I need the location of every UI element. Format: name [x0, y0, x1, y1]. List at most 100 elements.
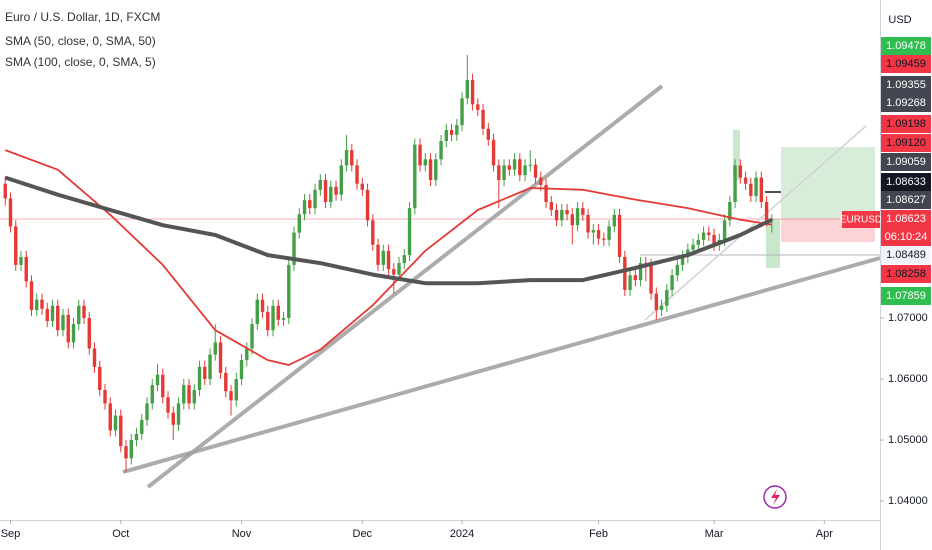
candle-body — [276, 305, 280, 320]
price-tag — [881, 76, 931, 94]
price-tag-label: 1.08489 — [886, 249, 926, 261]
candle-body — [560, 209, 564, 221]
candle-body — [281, 317, 286, 320]
price-tag — [881, 191, 931, 209]
candle-body — [581, 208, 585, 215]
candle-body — [61, 314, 65, 331]
price-tag — [881, 115, 931, 133]
candle-body — [607, 226, 611, 240]
candle-body — [423, 159, 427, 166]
candle-body — [392, 269, 396, 275]
candle-body — [77, 305, 81, 325]
candle-body — [675, 264, 680, 276]
candle-body — [743, 177, 748, 184]
price-tag-label: 1.08633 — [886, 176, 926, 188]
candle-body — [176, 403, 181, 425]
trend-line — [644, 125, 867, 321]
candle-body — [329, 186, 333, 203]
candle-body — [92, 348, 97, 367]
price-tag — [881, 55, 931, 73]
candle-body — [145, 403, 149, 420]
candle-body — [491, 139, 496, 166]
candle-body — [449, 130, 454, 135]
candle-body — [586, 214, 590, 233]
candle-body — [250, 324, 254, 349]
candle-body — [623, 256, 627, 290]
candle-body — [654, 293, 659, 311]
candle-body — [229, 391, 233, 401]
candle-body — [444, 130, 449, 141]
candle-body — [602, 238, 606, 240]
x-tick-label: Feb — [589, 528, 608, 540]
candle-body — [255, 299, 259, 325]
candle-body — [308, 200, 312, 209]
candle-body — [87, 317, 91, 349]
candle-body — [754, 177, 758, 196]
candle-body — [428, 159, 433, 181]
candle-body — [66, 314, 70, 343]
candle-body — [470, 79, 475, 105]
candle-body — [71, 324, 76, 343]
candle-body — [397, 263, 401, 275]
y-tick-label: 1.06000 — [888, 373, 928, 385]
candle-body — [733, 165, 737, 203]
candle-body — [591, 230, 596, 233]
candle-body — [439, 140, 443, 160]
candle-body — [376, 244, 380, 265]
candle-body — [633, 275, 638, 281]
event-icon[interactable] — [763, 485, 787, 509]
candle-body — [161, 374, 165, 398]
candle-body — [512, 159, 517, 170]
candle-body — [381, 250, 385, 265]
price-tag — [881, 287, 931, 305]
candle-body — [486, 128, 491, 140]
candle-body — [460, 98, 464, 126]
candle-body — [140, 419, 144, 434]
price-tag — [881, 153, 931, 171]
candle-body — [56, 305, 60, 331]
price-tag-label: 1.09059 — [886, 156, 926, 168]
last-price-tag — [881, 210, 931, 247]
trend-line — [146, 84, 664, 489]
candle-body — [696, 239, 701, 245]
candle-body — [292, 232, 296, 265]
price-tag-label: 1.08258 — [886, 268, 926, 280]
candle-body — [166, 397, 170, 413]
candle-body — [192, 390, 196, 404]
candle-body — [313, 189, 317, 209]
price-tag-label: 1.07859 — [886, 290, 926, 302]
candle-body — [234, 379, 238, 401]
candle-body — [549, 202, 554, 210]
candle-body — [665, 289, 669, 306]
candle-body — [19, 256, 23, 265]
candle-body — [318, 180, 322, 190]
candle-body — [14, 226, 18, 265]
candle-body — [182, 385, 186, 404]
y-tick-label: 1.07000 — [888, 312, 928, 324]
candle-body — [728, 202, 732, 221]
highlight — [766, 219, 780, 268]
candle-body — [287, 264, 291, 318]
candle-body — [617, 214, 622, 257]
candle-body — [35, 299, 39, 311]
candle-body — [323, 180, 328, 203]
price-tag — [881, 94, 931, 112]
x-tick-label: Sep — [1, 528, 21, 540]
candle-body — [570, 214, 575, 226]
candle-body — [544, 184, 548, 203]
price-tag-label: 1.09198 — [886, 118, 926, 130]
highlight — [733, 130, 740, 180]
candle-body — [334, 186, 338, 195]
price-tag — [881, 173, 931, 191]
candle-body — [691, 244, 695, 250]
candle-body — [670, 275, 674, 290]
price-tag-label: 1.09459 — [886, 58, 926, 70]
candle-body — [155, 374, 160, 386]
candle-body — [355, 165, 359, 184]
sma-line — [4, 175, 773, 286]
chart-title: Euro / U.S. Dollar, 1D, FXCM — [5, 10, 160, 24]
price-tag-label: 1.09478 — [886, 40, 926, 52]
candle-body — [50, 305, 55, 322]
candle-body — [82, 305, 86, 318]
candle-body — [497, 165, 501, 181]
